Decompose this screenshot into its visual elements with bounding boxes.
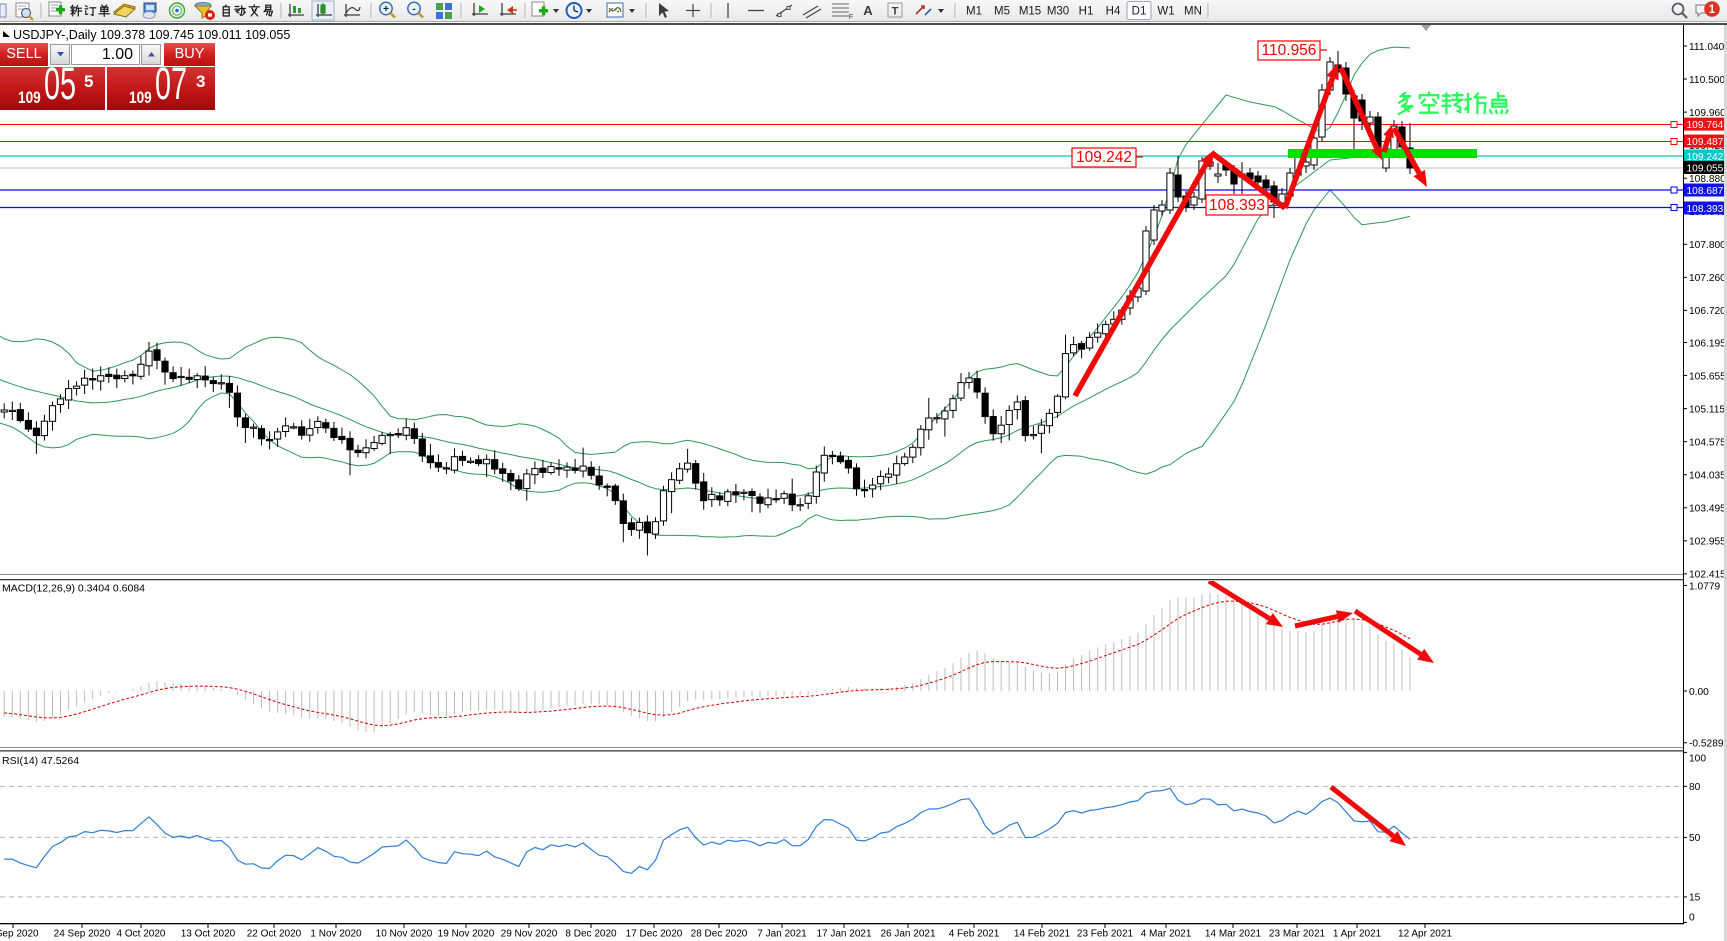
svg-text:H4: H4	[1106, 6, 1121, 18]
svg-text:M1: M1	[966, 6, 982, 18]
svg-text:29 Nov 2020: 29 Nov 2020	[501, 929, 558, 940]
svg-text:4 Oct 2020: 4 Oct 2020	[117, 929, 166, 940]
svg-text:W1: W1	[1157, 6, 1174, 18]
svg-text:109.960: 109.960	[1689, 108, 1726, 119]
svg-text:80: 80	[1689, 782, 1701, 793]
svg-text:4 Feb 2021: 4 Feb 2021	[949, 929, 1000, 940]
svg-text:28 Dec 2020: 28 Dec 2020	[691, 929, 748, 940]
svg-text:0.00: 0.00	[1689, 687, 1709, 698]
svg-text:106.195: 106.195	[1689, 338, 1726, 349]
svg-text:RSI(14) 47.5264: RSI(14) 47.5264	[2, 755, 79, 767]
svg-text:MACD(12,26,9) 0.3404 0.6084: MACD(12,26,9) 0.3404 0.6084	[2, 583, 145, 595]
svg-text:102.955: 102.955	[1689, 537, 1726, 548]
svg-text:24 Sep 2020: 24 Sep 2020	[54, 929, 111, 940]
svg-text:13 Oct 2020: 13 Oct 2020	[181, 929, 236, 940]
svg-text:102.415: 102.415	[1689, 570, 1726, 581]
svg-text:23 Feb 2021: 23 Feb 2021	[1077, 929, 1134, 940]
svg-text:17 Jan 2021: 17 Jan 2021	[816, 929, 871, 940]
svg-text:105.655: 105.655	[1689, 371, 1726, 382]
svg-text:109.055: 109.055	[1687, 163, 1724, 174]
svg-text:4 Mar 2021: 4 Mar 2021	[1141, 929, 1192, 940]
svg-text:100: 100	[1689, 753, 1706, 764]
svg-text:110.500: 110.500	[1689, 75, 1725, 86]
svg-text:1.0779: 1.0779	[1689, 581, 1720, 592]
svg-text:12 Apr 2021: 12 Apr 2021	[1398, 929, 1452, 940]
svg-text:109.764: 109.764	[1687, 120, 1724, 131]
svg-text:H1: H1	[1079, 6, 1094, 18]
svg-text:106.720: 106.720	[1689, 306, 1726, 317]
svg-text:19 Nov 2020: 19 Nov 2020	[438, 929, 495, 940]
svg-text:D1: D1	[1132, 6, 1147, 18]
svg-text:23 Mar 2021: 23 Mar 2021	[1269, 929, 1326, 940]
svg-text:M5: M5	[994, 6, 1010, 18]
svg-text:0: 0	[1689, 912, 1695, 923]
svg-text:1 Apr 2021: 1 Apr 2021	[1333, 929, 1382, 940]
svg-text:108.687: 108.687	[1687, 186, 1724, 197]
svg-text:107.260: 107.260	[1689, 273, 1726, 284]
svg-text:50: 50	[1689, 833, 1701, 844]
svg-text:107.800: 107.800	[1689, 240, 1726, 251]
svg-text:+: +	[383, 4, 389, 15]
svg-text:109.487: 109.487	[1687, 137, 1724, 148]
svg-text:104.035: 104.035	[1689, 471, 1726, 482]
svg-text:MN: MN	[1184, 6, 1202, 18]
svg-text:14 Feb 2021: 14 Feb 2021	[1014, 929, 1071, 940]
svg-text:10 Nov 2020: 10 Nov 2020	[376, 929, 433, 940]
svg-text:105.115: 105.115	[1689, 404, 1725, 415]
svg-text:26 Jan 2021: 26 Jan 2021	[880, 929, 935, 940]
svg-text:103.495: 103.495	[1689, 504, 1726, 515]
svg-text:110.956: 110.956	[1262, 42, 1317, 59]
svg-text:-0.5289: -0.5289	[1689, 739, 1724, 750]
svg-text:7 Jan 2021: 7 Jan 2021	[757, 929, 807, 940]
svg-text:5 Sep 2020: 5 Sep 2020	[0, 929, 39, 940]
svg-text:A: A	[863, 3, 873, 18]
svg-text:1 Nov 2020: 1 Nov 2020	[310, 929, 362, 940]
svg-text:22 Oct 2020: 22 Oct 2020	[247, 929, 302, 940]
svg-text:USDJPY-,Daily 109.378 109.745: USDJPY-,Daily 109.378 109.745 109.011 10…	[13, 28, 290, 42]
svg-text:17 Dec 2020: 17 Dec 2020	[626, 929, 683, 940]
svg-text:104.575: 104.575	[1689, 437, 1726, 448]
svg-text:109.242: 109.242	[1687, 152, 1724, 163]
svg-text:108.393: 108.393	[1209, 197, 1265, 214]
svg-text:109.242: 109.242	[1076, 149, 1132, 166]
svg-text:111.040: 111.040	[1689, 42, 1725, 53]
svg-text:M30: M30	[1047, 6, 1069, 18]
svg-text:14 Mar 2021: 14 Mar 2021	[1205, 929, 1262, 940]
svg-text:108.880: 108.880	[1689, 174, 1726, 185]
svg-text:15: 15	[1689, 893, 1701, 904]
svg-text:F: F	[849, 14, 853, 21]
svg-text:M15: M15	[1019, 6, 1041, 18]
svg-text:-: -	[412, 4, 415, 15]
svg-text:1: 1	[1709, 4, 1716, 16]
svg-text:8 Dec 2020: 8 Dec 2020	[565, 929, 617, 940]
svg-text:108.393: 108.393	[1687, 204, 1724, 215]
svg-text:T: T	[892, 6, 899, 18]
